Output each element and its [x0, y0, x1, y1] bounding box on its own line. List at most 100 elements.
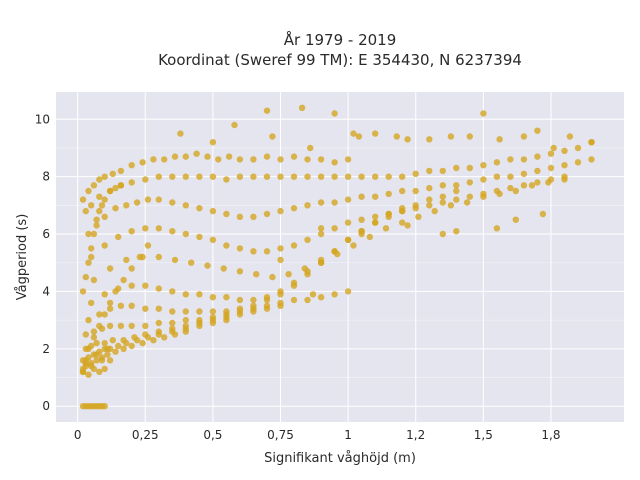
data-point	[250, 248, 257, 255]
data-point	[331, 225, 338, 232]
data-point	[144, 196, 152, 203]
data-point	[142, 322, 149, 330]
data-point	[415, 213, 422, 220]
data-point	[90, 334, 98, 341]
data-point	[588, 156, 595, 163]
data-point	[285, 271, 292, 278]
data-point	[290, 296, 298, 304]
data-point	[196, 205, 203, 212]
data-point	[304, 236, 311, 243]
data-point	[453, 164, 460, 172]
data-point	[358, 230, 365, 238]
data-point	[112, 205, 119, 212]
data-point	[101, 291, 108, 298]
data-point	[250, 173, 257, 180]
data-point	[90, 230, 98, 238]
data-point	[82, 273, 90, 281]
data-point	[155, 173, 162, 180]
data-point	[355, 133, 363, 140]
data-point	[85, 371, 92, 378]
data-point	[82, 331, 90, 338]
data-point	[236, 311, 244, 318]
data-point	[155, 225, 162, 232]
data-point	[366, 233, 373, 241]
data-point	[177, 130, 184, 137]
data-point	[480, 193, 487, 200]
data-point	[223, 316, 230, 324]
data-point	[169, 173, 176, 180]
data-point	[236, 213, 244, 220]
plot-background	[56, 92, 624, 422]
data-point	[309, 291, 317, 298]
data-point	[304, 271, 311, 278]
data-point	[139, 339, 146, 347]
data-point	[344, 236, 352, 243]
data-point	[128, 265, 135, 272]
data-point	[304, 173, 311, 180]
data-point	[507, 173, 514, 180]
data-point	[106, 357, 114, 364]
data-point	[133, 199, 141, 206]
data-point	[385, 210, 392, 218]
x-axis-title: Signifikant våghöjd (m)	[264, 451, 416, 466]
data-point	[317, 230, 325, 238]
data-point	[223, 242, 230, 249]
data-point	[88, 202, 95, 209]
data-point	[236, 173, 244, 180]
data-point	[209, 294, 217, 301]
data-point	[250, 296, 257, 304]
data-point	[547, 164, 555, 172]
data-point	[566, 133, 574, 140]
data-point	[96, 193, 103, 200]
data-point	[101, 173, 108, 180]
data-point	[385, 190, 392, 198]
chart-title-line-2: Koordinat (Sweref 99 TM): E 354430, N 62…	[158, 51, 522, 69]
data-point	[588, 139, 595, 146]
data-point	[404, 136, 411, 143]
data-point	[117, 167, 125, 175]
data-point	[277, 291, 284, 298]
data-point	[263, 296, 271, 304]
data-point	[269, 273, 276, 281]
data-point	[220, 265, 227, 272]
data-point	[109, 170, 117, 177]
data-point	[142, 305, 149, 312]
data-point	[439, 199, 446, 206]
data-point	[182, 173, 189, 180]
data-point	[169, 228, 176, 235]
data-point	[98, 202, 106, 209]
data-point	[236, 268, 244, 275]
data-point	[169, 308, 176, 315]
data-point	[106, 265, 114, 272]
data-point	[182, 230, 189, 238]
data-point	[298, 104, 306, 112]
data-point	[344, 156, 352, 163]
data-point	[79, 365, 87, 373]
data-point	[88, 360, 95, 367]
data-point	[277, 245, 284, 252]
data-point	[171, 256, 179, 264]
y-tick-label: 2	[42, 342, 50, 356]
data-point	[128, 162, 135, 169]
data-point	[382, 225, 390, 232]
x-tick-label: 1	[344, 428, 352, 442]
data-point	[171, 153, 179, 160]
data-point	[193, 150, 200, 157]
data-point	[142, 225, 149, 232]
data-point	[106, 305, 114, 312]
data-point	[106, 345, 114, 352]
data-points	[79, 104, 595, 410]
data-point	[115, 233, 122, 241]
data-point	[223, 294, 230, 301]
data-point	[412, 170, 419, 177]
data-point	[196, 291, 203, 298]
data-point	[128, 342, 135, 350]
data-point	[534, 153, 541, 160]
data-point	[96, 368, 103, 375]
x-tick-label: 0,75	[267, 428, 294, 442]
data-point	[439, 182, 446, 189]
data-point	[88, 253, 95, 261]
data-point	[277, 156, 284, 163]
data-point	[123, 256, 130, 264]
data-point	[101, 196, 108, 203]
